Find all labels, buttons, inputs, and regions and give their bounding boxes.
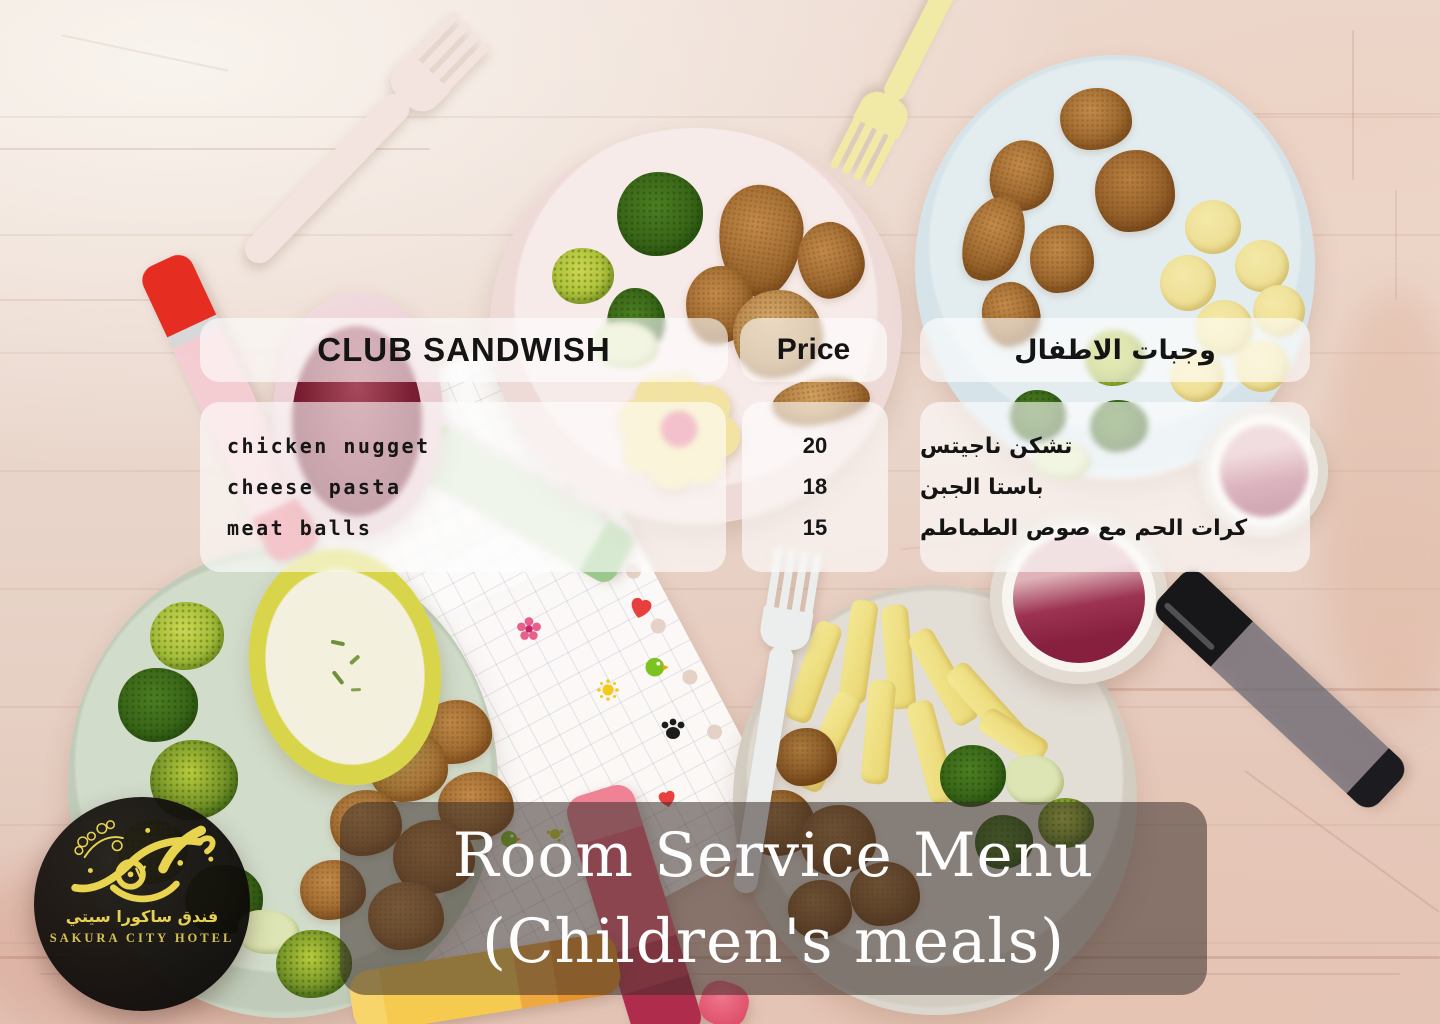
- menu-item-name: chicken nugget: [227, 434, 431, 458]
- poster-title-bar: Room Service Menu (Children's meals): [340, 802, 1207, 995]
- broccoli: [940, 745, 1006, 807]
- potato-slice: [1235, 240, 1289, 292]
- chicken-nugget: [1060, 88, 1132, 150]
- sun-doodle-icon: [597, 679, 619, 701]
- wood-scratch: [0, 299, 210, 301]
- arabic-section-header: وجبات الاطفال: [920, 318, 1310, 382]
- category-label-arabic: وجبات الاطفال: [1014, 334, 1216, 366]
- broccoli: [552, 248, 614, 304]
- wood-scratch: [1352, 30, 1354, 180]
- item-names-panel: chicken nugget cheese pasta meat balls: [200, 402, 726, 572]
- wood-scratch: [0, 148, 430, 150]
- broccoli-stem: [1006, 755, 1064, 805]
- menu-item-price: 18: [802, 474, 828, 499]
- price-label: Price: [776, 333, 851, 366]
- paper-hole: [679, 666, 701, 688]
- broccoli: [617, 172, 703, 256]
- menu-item-name: cheese pasta: [227, 475, 402, 499]
- item-prices-panel: 20 18 15: [742, 402, 888, 572]
- poster-title-line2: (Children's meals): [482, 905, 1065, 977]
- wood-smudge: [1320, 290, 1440, 720]
- broccoli: [118, 668, 198, 742]
- calligraphy-icon: [71, 820, 216, 903]
- dish-title: CLUB SANDWISH: [317, 331, 611, 368]
- chicken-nugget: [1095, 150, 1175, 232]
- menu-item-name-arabic: تشكن ناجيتس: [920, 433, 1073, 459]
- wood-scratch: [1395, 190, 1397, 300]
- menu-item-name-arabic: باستا الجبن: [920, 474, 1044, 500]
- chicken-nugget: [775, 728, 837, 786]
- broccoli: [276, 930, 352, 998]
- poster-title-line1: Room Service Menu: [452, 819, 1095, 891]
- flower-doodle-icon: [517, 617, 541, 640]
- hotel-name-arabic: فندق ساكورا سيتي: [65, 907, 219, 926]
- menu-item-name-arabic: كرات الحم مع صوص الطماطم: [920, 515, 1248, 541]
- paw-doodle-icon: [661, 718, 685, 739]
- bird-doodle-icon: [645, 657, 669, 677]
- paper-hole: [704, 721, 725, 743]
- chicken-nugget: [1030, 225, 1094, 293]
- wood-scratch: [880, 688, 1440, 691]
- herb-fleck: [350, 688, 362, 692]
- hotel-logo: فندق ساكورا سيتي SAKURA CITY HOTEL: [34, 797, 250, 1011]
- hotel-name-english: SAKURA CITY HOTEL: [49, 931, 235, 945]
- wood-scratch: [1150, 113, 1440, 115]
- menu-item-price: 15: [802, 515, 828, 540]
- potato-slice: [1185, 200, 1241, 254]
- menu-section-header: CLUB SANDWISH: [200, 318, 728, 382]
- potato-slice: [1160, 255, 1216, 311]
- heart-doodle-icon: [631, 597, 652, 618]
- menu-item-price: 20: [802, 433, 828, 458]
- menu-item-name: meat balls: [227, 516, 373, 540]
- item-names-arabic-panel: تشكن ناجيتس باستا الجبن كرات الحم مع صوص…: [920, 402, 1310, 572]
- broccoli: [150, 602, 224, 670]
- ranch-dip: [266, 574, 424, 760]
- price-header: Price: [740, 318, 887, 382]
